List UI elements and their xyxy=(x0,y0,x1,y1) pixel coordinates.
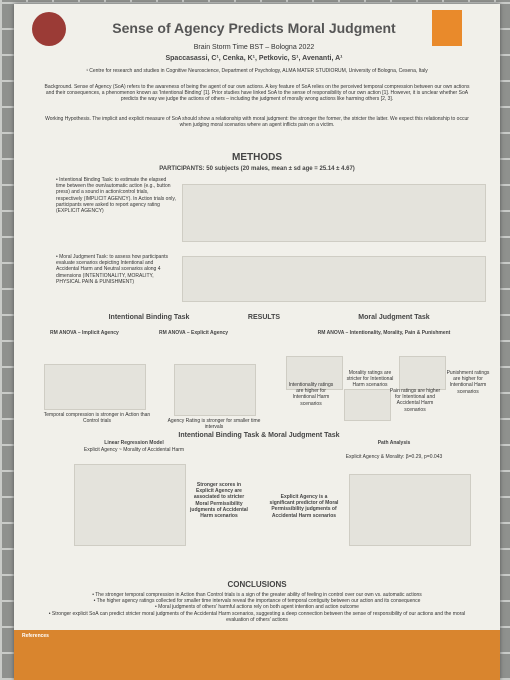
implicit-heading: RM ANOVA – Implicit Agency xyxy=(50,330,119,336)
moral-anova-heading: RM ANOVA – Intentionality, Morality, Pai… xyxy=(317,330,451,336)
moral-task-figure xyxy=(182,256,486,302)
punishment-note: Punishment ratings are higher for Intent… xyxy=(446,370,490,395)
conclusions-list: • The stronger temporal compression in A… xyxy=(44,592,470,623)
path-result: Explicit Agency & Morality: β=0.29, p=0.… xyxy=(345,454,443,460)
event: Brain Storm Time BST – Bologna 2022 xyxy=(193,44,315,51)
explicit-chart xyxy=(174,364,256,416)
path-heading: Path Analysis xyxy=(377,440,411,446)
explicit-caption: Agency Rating is stronger for smaller ti… xyxy=(167,418,261,431)
explicit-heading: RM ANOVA – Explicit Agency xyxy=(159,330,229,336)
background: Background. Sense of Agency (SoA) refers… xyxy=(44,84,470,103)
pain-chart xyxy=(344,389,391,421)
conclusion: • The higher agency ratings collected fo… xyxy=(93,598,421,605)
authors: Spaccasassi, C¹, Cenka, K¹, Petkovic, S¹… xyxy=(165,55,343,62)
poster: Sense of Agency Predicts Moral Judgment … xyxy=(14,4,500,680)
regression-caption: Stronger scores in Explicit Agency are a… xyxy=(190,482,248,520)
conclusion: • Stronger explicit SoA can predict stri… xyxy=(48,610,466,623)
regression-heading: Linear Regression Model xyxy=(104,440,164,446)
implicit-caption: Temporal compression is stronger in Acti… xyxy=(43,412,151,425)
regression-chart xyxy=(74,464,186,546)
moral-task-text: • Moral Judgment Task: to assess how par… xyxy=(56,254,168,285)
binding-task-text: • Intentional Binding Task: to estimate … xyxy=(56,177,176,215)
conclusion: • The stronger temporal compression in A… xyxy=(92,592,422,598)
title: Sense of Agency Predicts Moral Judgment xyxy=(112,20,396,36)
intentionality-note: Intentionality ratings are higher for In… xyxy=(288,382,334,407)
results-heading: RESULTS xyxy=(247,314,281,321)
references-heading: References xyxy=(22,633,49,639)
participants: PARTICIPANTS: 50 subjects (20 males, mea… xyxy=(159,166,355,172)
regression-model: Explicit Agency ~ Morality of Accidental… xyxy=(83,447,185,453)
hypothesis: Working Hypothesis. The implicit and exp… xyxy=(45,116,469,129)
morality-note: Morality ratings are stricter for Intent… xyxy=(346,370,394,389)
affiliation: ¹ Centre for research and studies in Cog… xyxy=(86,68,428,74)
methods-heading: METHODS xyxy=(232,152,282,163)
implicit-chart xyxy=(44,364,146,410)
conclusions-heading: CONCLUSIONS xyxy=(227,580,287,589)
references-band: References xyxy=(14,630,500,680)
combined-heading: Intentional Binding Task & Moral Judgmen… xyxy=(178,432,340,439)
pain-note: Pain ratings are higher for Intentional … xyxy=(389,388,441,413)
results-right-heading: Moral Judgment Task xyxy=(358,314,430,321)
results-left-heading: Intentional Binding Task xyxy=(108,314,190,321)
morality-chart xyxy=(286,356,343,390)
bst-logo xyxy=(432,10,462,46)
punishment-chart xyxy=(399,356,446,390)
conclusion: • Moral judgments of others' harmful act… xyxy=(155,604,359,611)
binding-task-figure xyxy=(182,184,486,242)
path-diagram xyxy=(349,474,471,546)
university-logo xyxy=(32,12,66,46)
path-caption: Explicit Agency is a significant predict… xyxy=(269,494,339,519)
